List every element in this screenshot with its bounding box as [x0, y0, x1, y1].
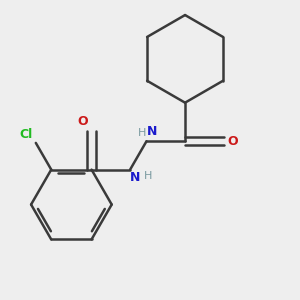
Text: H: H [138, 128, 146, 138]
Text: H: H [144, 171, 152, 182]
Text: N: N [130, 171, 140, 184]
Text: Cl: Cl [20, 128, 33, 141]
Text: O: O [77, 115, 88, 128]
Text: N: N [146, 125, 157, 138]
Text: O: O [228, 135, 238, 148]
